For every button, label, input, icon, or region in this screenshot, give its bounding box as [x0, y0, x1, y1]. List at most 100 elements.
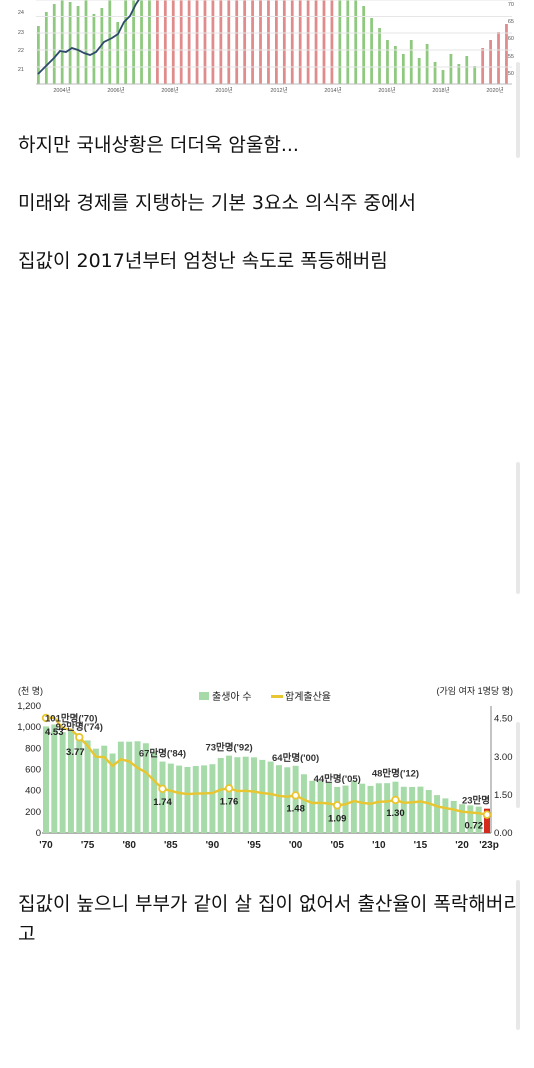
- y-left-tick: 800: [25, 743, 41, 754]
- chart1-bar: [211, 0, 215, 84]
- chart1-bar: [84, 0, 88, 84]
- chart1-x-tick: 2016년: [378, 86, 395, 94]
- x-tick: '00: [289, 840, 303, 851]
- chart1-bar: [140, 0, 143, 84]
- tfr-point: [158, 784, 167, 794]
- chart1-bar: [386, 40, 389, 84]
- births-bar: [434, 795, 441, 833]
- births-bar: [159, 761, 166, 833]
- births-bar: [201, 765, 208, 833]
- births-bar: [300, 774, 307, 833]
- chart1-bar: [370, 18, 373, 84]
- y-right-unit: (가임 여자 1명당 명): [437, 685, 513, 696]
- housing-price-chart: 2004년 2006년 2008년 2010년 2012년 2014년 2016년 2018년…: [18, 0, 514, 94]
- y-right-tick: 4.50: [494, 714, 513, 725]
- tfr-annotation: 1.30: [386, 808, 405, 819]
- births-bar: [325, 782, 332, 833]
- birth-annotation: 92만명('74): [56, 721, 103, 733]
- chart1-bar: [60, 0, 64, 84]
- births-bar: [442, 798, 449, 833]
- tfr-point: [333, 801, 342, 810]
- birth-annotation: 67만명('84): [139, 748, 186, 760]
- births-bar: [176, 765, 183, 833]
- chart1-grid: [36, 0, 512, 85]
- births-bar: [192, 766, 199, 833]
- tfr-point: [391, 795, 400, 805]
- chart1-bar: [314, 0, 318, 84]
- births-bar: [109, 753, 116, 833]
- x-tick: '95: [247, 840, 261, 851]
- births-bar: [251, 757, 258, 833]
- tfr-line: [45, 716, 488, 816]
- chart2-axes: 0 200 400 600 800 1,000 1,200 0.00 1.50 3.00 4.50 '…: [17, 701, 512, 851]
- tfr-annotation: 1.48: [286, 803, 305, 814]
- chart1-line: [37, 0, 140, 75]
- chart1-bar: [275, 0, 278, 84]
- births-bar: [484, 808, 490, 833]
- x-tick: '10: [372, 840, 386, 851]
- chart1-y-right-tick: 65: [508, 19, 514, 25]
- tfr-point: [224, 784, 234, 793]
- tfr-point: [482, 810, 492, 819]
- births-bar: [67, 730, 74, 833]
- chart1-bar: [251, 0, 254, 84]
- post-text-4: 집값이 높으니 부부가 같이 살 집이 없어서 출산율이 폭락해버리고: [18, 893, 521, 945]
- scroll-thumb[interactable]: [516, 462, 520, 594]
- x-tick: '15: [414, 840, 428, 851]
- birth-annotation: 64만명('00): [272, 752, 319, 764]
- births-bar: [400, 786, 407, 833]
- births-bar: [317, 781, 324, 833]
- scroll-thumb[interactable]: [516, 722, 520, 808]
- chart1-bar: [306, 0, 310, 84]
- chart1-bar: [465, 56, 469, 84]
- y-left-tick: 1,200: [17, 701, 41, 712]
- chart1-y-right-tick: 55: [508, 54, 514, 60]
- births-bar: [367, 785, 374, 833]
- chart1-y-right-tick: 50: [508, 71, 514, 77]
- tfr-annotation: 0.72: [465, 821, 484, 832]
- births-bar: [459, 804, 466, 833]
- chart1-bar: [163, 0, 167, 84]
- chart1-bar: [354, 0, 358, 84]
- chart1-bar: [219, 0, 223, 84]
- chart1-bar: [338, 0, 342, 84]
- tfr-annotation: 1.76: [220, 796, 239, 807]
- births-bar: [151, 751, 158, 833]
- chart1-bar: [243, 0, 247, 84]
- x-tick: '20: [455, 840, 469, 851]
- tfr-annotation: 1.74: [153, 797, 172, 808]
- chart1-bar: [132, 0, 135, 84]
- chart1-bar: [52, 4, 56, 84]
- chart1-bar: [449, 54, 453, 84]
- chart2-legend: 출생아 수 합계출산율: [199, 691, 331, 703]
- birth-annotation: 23만명: [462, 795, 490, 807]
- births-bar: [117, 741, 124, 833]
- chart1-bar: [227, 0, 231, 84]
- scroll-thumb[interactable]: [516, 880, 520, 1030]
- x-tick: '05: [330, 840, 344, 851]
- x-tick: '80: [122, 840, 136, 851]
- chart1-x-tick: 2004년: [53, 86, 70, 94]
- chart1-bar: [457, 64, 461, 84]
- tfr-annotation: 4.53: [45, 727, 64, 738]
- chart1-bar: [322, 0, 326, 84]
- births-bar: [334, 786, 341, 833]
- chart2-annotations: 101만명('70)92만명('74) 67만명('84) 73만명('92) 64만…: [45, 712, 490, 831]
- births-bar: [209, 764, 216, 833]
- y-left-tick: 200: [25, 807, 41, 818]
- chart1-bar: [203, 0, 207, 84]
- post-text-2: 미래와 경제를 지탱하는 기본 3요소 의식주 중에서: [18, 192, 416, 214]
- chart1-bar: [76, 6, 80, 84]
- birth-annotation: 44만명('05): [314, 773, 361, 785]
- scroll-thumb[interactable]: [516, 62, 520, 158]
- tfr-point: [291, 791, 300, 800]
- births-bar: [450, 800, 457, 833]
- chart1-bar: [92, 14, 96, 84]
- chart1-x-tick: 2010년: [215, 86, 232, 94]
- chart1-bar: [124, 0, 128, 84]
- births-bar: [417, 786, 424, 833]
- births-bar: [126, 741, 133, 833]
- chart1-x-tick: 2008년: [161, 86, 178, 94]
- chart1-bar: [417, 58, 421, 84]
- legend-births: 출생아 수: [212, 691, 252, 703]
